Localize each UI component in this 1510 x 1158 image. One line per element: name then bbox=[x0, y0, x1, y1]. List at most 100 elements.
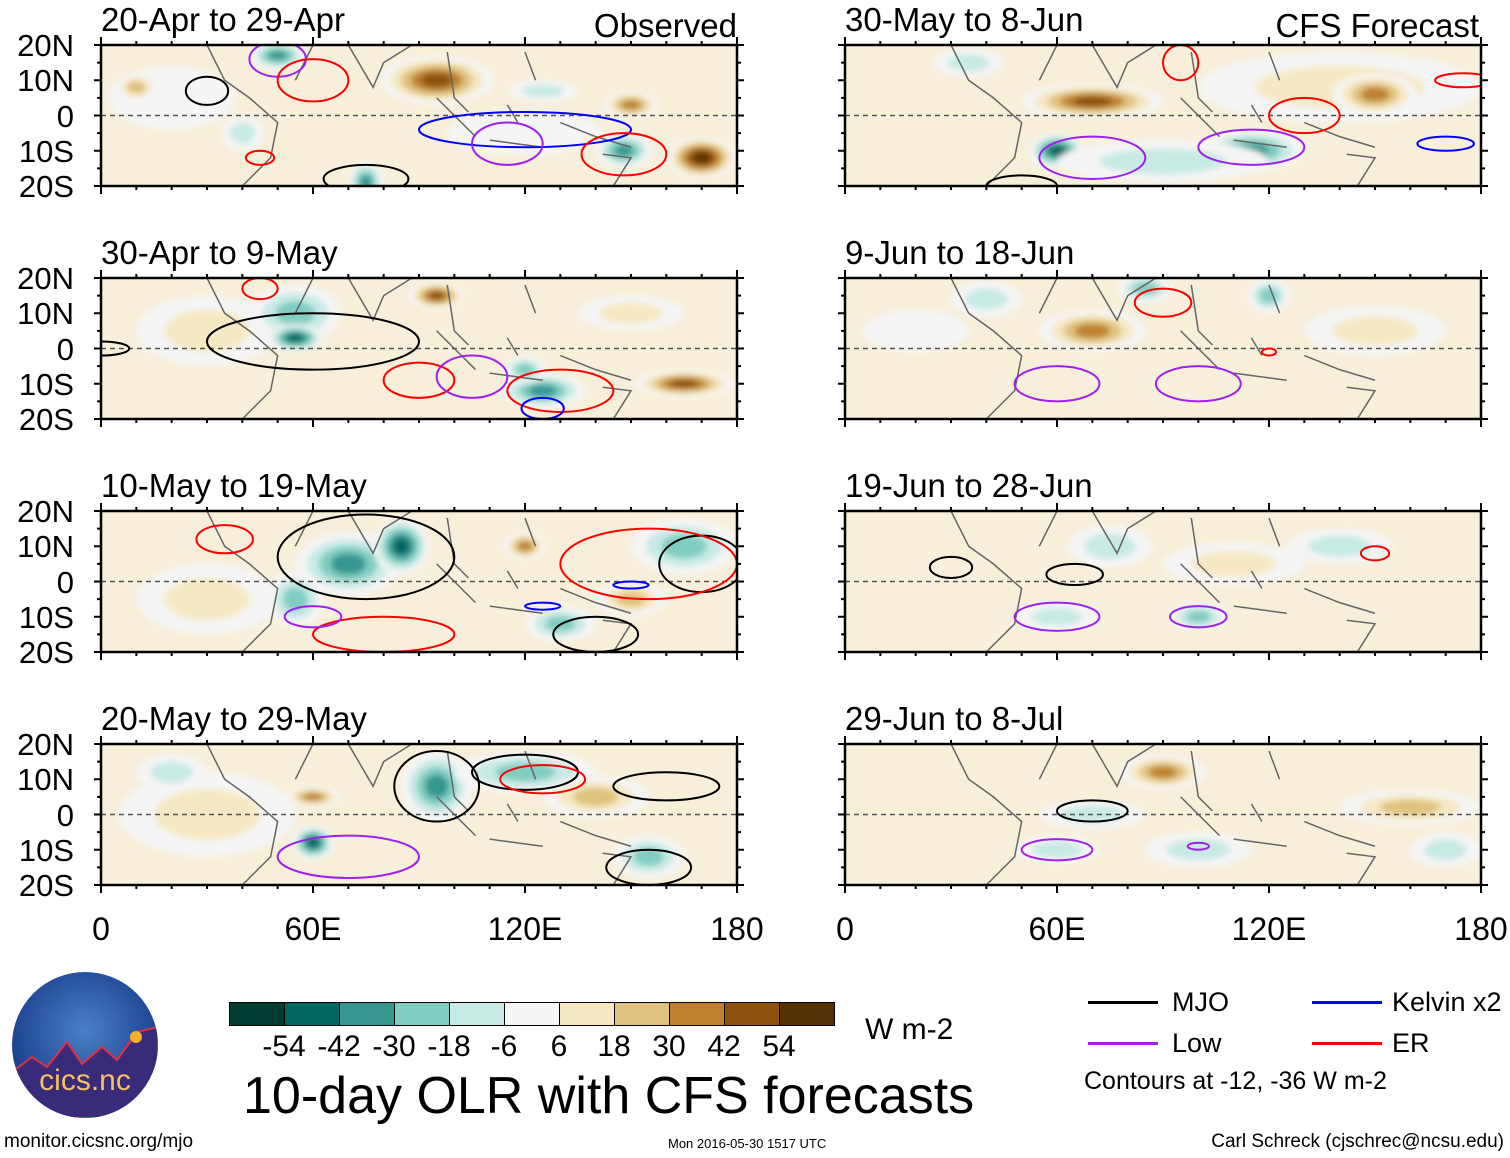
map-panel bbox=[838, 270, 1488, 427]
legend-mjo-line bbox=[1088, 1001, 1158, 1004]
olr-anomaly bbox=[393, 538, 410, 554]
y-tick-label: 20S bbox=[18, 635, 74, 670]
logo-text: cics.nc bbox=[39, 1064, 131, 1097]
contour-mjo bbox=[605, 848, 693, 885]
olr-anomaly bbox=[1148, 766, 1178, 779]
colorbar-label: 54 bbox=[762, 1030, 796, 1063]
olr-anomaly bbox=[1191, 551, 1277, 577]
panel-title: 29-Jun to 8-Jul bbox=[845, 700, 1064, 737]
contour-er bbox=[1359, 545, 1391, 562]
contour-kelvin bbox=[520, 396, 565, 419]
contour-mjo bbox=[985, 174, 1058, 186]
panel-title: 30-May to 8-Jun bbox=[845, 1, 1084, 38]
contour-er bbox=[1133, 287, 1193, 318]
contour-er bbox=[1260, 347, 1278, 357]
olr-anomaly bbox=[428, 291, 445, 300]
contour-er bbox=[506, 368, 615, 413]
colorbar-label: -18 bbox=[427, 1030, 471, 1063]
olr-anomaly bbox=[127, 81, 146, 94]
olr-anomaly bbox=[1084, 533, 1136, 559]
colorbar-swatch bbox=[394, 1002, 450, 1026]
olr-anomaly bbox=[494, 763, 556, 782]
contour-low bbox=[1013, 365, 1101, 403]
contour-kelvin bbox=[1416, 135, 1475, 152]
olr-anomaly bbox=[947, 54, 990, 72]
y-tick-label: 20N bbox=[17, 261, 74, 296]
contour-er bbox=[559, 527, 737, 601]
olr-anomaly bbox=[528, 384, 557, 397]
contour-low bbox=[283, 605, 343, 629]
olr-anomaly bbox=[1186, 610, 1211, 623]
colorbar-label: -54 bbox=[262, 1030, 306, 1063]
contour-note: Contours at -12, -36 W m-2 bbox=[1084, 1067, 1387, 1095]
colorbar-swatch bbox=[229, 1002, 285, 1026]
olr-anomaly bbox=[1380, 799, 1441, 816]
legend-er-line bbox=[1312, 1042, 1382, 1045]
contour-mjo bbox=[322, 163, 410, 186]
contour-mjo bbox=[101, 340, 131, 357]
panel-title: 9-Jun to 18-Jun bbox=[845, 234, 1075, 271]
y-tick-label: 20N bbox=[17, 28, 74, 63]
coastline bbox=[950, 278, 1377, 419]
contour-er bbox=[580, 132, 668, 177]
contour-low bbox=[1186, 841, 1210, 851]
olr-anomaly bbox=[268, 50, 288, 61]
y-tick-label: 10S bbox=[18, 599, 74, 635]
colorbar-swatch bbox=[449, 1002, 505, 1026]
contour-mjo bbox=[612, 771, 721, 802]
olr-anomaly bbox=[447, 111, 603, 155]
colorbar-swatch bbox=[339, 1002, 395, 1026]
contour-low bbox=[276, 834, 420, 879]
contour-er bbox=[1162, 45, 1200, 82]
legend-low-line bbox=[1088, 1042, 1158, 1045]
contour-er bbox=[499, 764, 587, 795]
contour-mjo bbox=[552, 615, 640, 652]
footer-author: Carl Schreck (cjschrec@ncsu.edu) bbox=[1211, 1131, 1504, 1152]
contour-low bbox=[1020, 838, 1094, 862]
colorbar-swatch bbox=[779, 1002, 835, 1026]
olr-anomaly bbox=[1049, 145, 1065, 156]
panel-title: 30-Apr to 9-May bbox=[101, 234, 338, 271]
olr-anomaly bbox=[150, 761, 193, 783]
colorbar-label: -30 bbox=[372, 1030, 416, 1063]
coastline bbox=[206, 511, 633, 652]
contour-mjo bbox=[184, 75, 230, 106]
contour-mjo bbox=[276, 513, 456, 601]
olr-anomaly bbox=[307, 837, 319, 848]
y-tick-label: 20N bbox=[17, 494, 74, 529]
map-panel bbox=[838, 37, 1488, 194]
y-tick-label: 10S bbox=[18, 133, 74, 169]
legend-kelvin-label: Kelvin x2 bbox=[1392, 987, 1502, 1017]
olr-anomaly bbox=[303, 793, 323, 801]
olr-anomaly bbox=[229, 122, 256, 144]
olr-anomaly bbox=[1031, 841, 1083, 859]
olr-anomaly bbox=[1424, 839, 1467, 861]
olr-anomaly bbox=[693, 152, 710, 163]
olr-anomaly bbox=[862, 309, 969, 353]
map-panel bbox=[94, 503, 744, 660]
olr-anomaly bbox=[521, 84, 564, 98]
olr-anomaly bbox=[599, 302, 663, 324]
y-tick-label: 10N bbox=[17, 296, 74, 332]
colorbar-label: -6 bbox=[490, 1030, 518, 1063]
contour-er bbox=[195, 524, 254, 555]
map-panel bbox=[94, 736, 744, 893]
colorbar-swatch bbox=[559, 1002, 615, 1026]
units-label: W m-2 bbox=[865, 1013, 954, 1046]
x-tick-label: 0 bbox=[836, 911, 854, 947]
x-tick-label: 60E bbox=[1028, 911, 1086, 947]
footer-url[interactable]: monitor.cicsnc.org/mjo bbox=[4, 1131, 194, 1152]
olr-anomaly bbox=[965, 288, 1008, 310]
contour-low bbox=[1197, 128, 1306, 166]
colorbar-label: -42 bbox=[317, 1030, 361, 1063]
contour-mjo bbox=[1045, 562, 1104, 587]
x-tick-label: 180 bbox=[710, 911, 764, 947]
contour-mjo bbox=[206, 312, 420, 371]
x-tick-label: 60E bbox=[284, 911, 342, 947]
colorbar-label: 30 bbox=[652, 1030, 686, 1063]
contour-low bbox=[1169, 605, 1228, 629]
colorbar-swatch bbox=[669, 1002, 725, 1026]
y-tick-label: 10N bbox=[17, 762, 74, 798]
olr-anomaly bbox=[1073, 96, 1112, 107]
panel-title: 20-Apr to 29-Apr bbox=[101, 1, 345, 38]
